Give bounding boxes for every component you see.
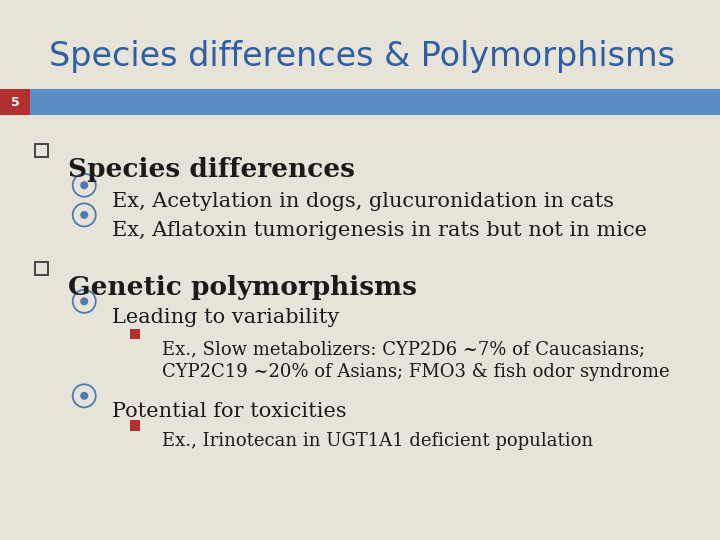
Text: Leading to variability: Leading to variability [112,308,339,327]
Text: Species differences: Species differences [68,157,356,181]
Ellipse shape [80,181,89,189]
Text: Ex, Acetylation in dogs, glucuronidation in cats: Ex, Acetylation in dogs, glucuronidation… [112,192,613,211]
Ellipse shape [80,211,89,219]
Text: Ex., Irinotecan in UGT1A1 deficient population: Ex., Irinotecan in UGT1A1 deficient popu… [162,432,593,450]
Text: Genetic polymorphisms: Genetic polymorphisms [68,275,418,300]
Bar [35,144,48,157]
Bar [130,329,140,339]
Bar [0,89,30,115]
Text: 5: 5 [11,96,19,109]
Ellipse shape [80,298,89,305]
Text: Ex, Aflatoxin tumorigenesis in rats but not in mice: Ex, Aflatoxin tumorigenesis in rats but … [112,221,647,240]
Text: Potential for toxicities: Potential for toxicities [112,402,346,421]
Bar [35,262,48,275]
Bar [30,89,720,115]
Bar [130,421,140,430]
Ellipse shape [80,392,89,400]
Text: Ex., Slow metabolizers: CYP2D6 ~7% of Caucasians;
CYP2C19 ~20% of Asians; FMO3 &: Ex., Slow metabolizers: CYP2D6 ~7% of Ca… [162,340,670,381]
Text: Species differences & Polymorphisms: Species differences & Polymorphisms [49,40,675,73]
